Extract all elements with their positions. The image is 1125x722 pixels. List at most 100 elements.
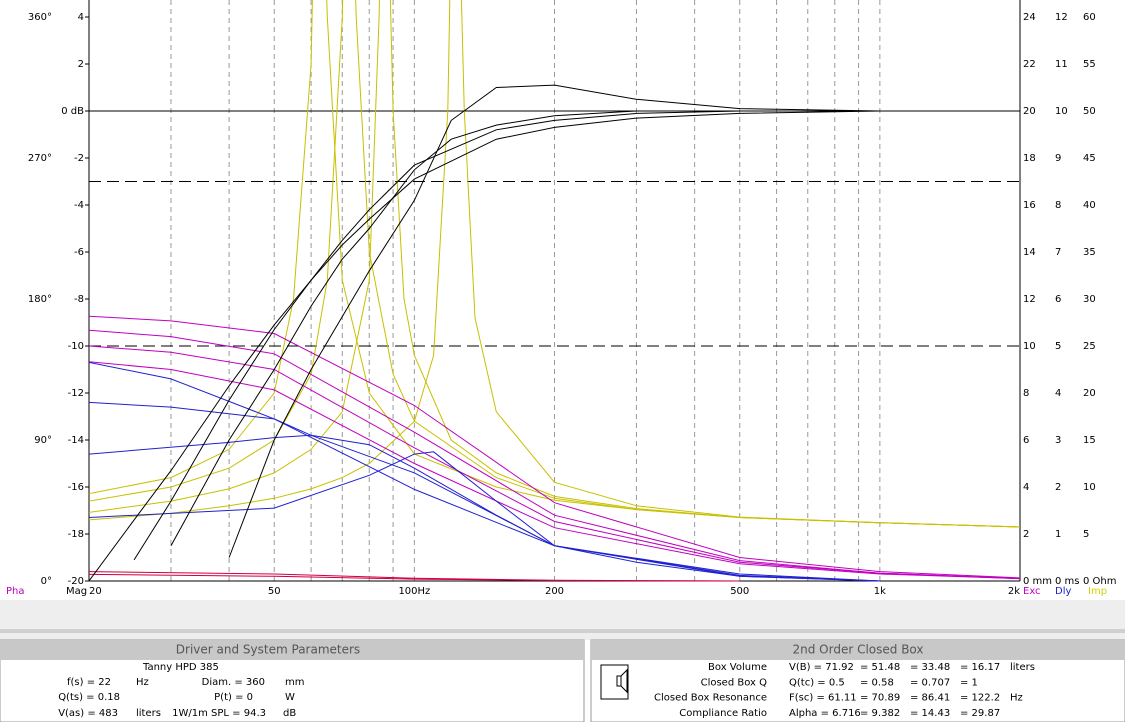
x-tick-label: 100Hz bbox=[398, 586, 430, 597]
param-value: = 51.48 bbox=[860, 662, 900, 673]
ms-tick-label: 4 bbox=[1055, 388, 1061, 399]
y-tick-label: -18 bbox=[68, 529, 84, 540]
mm-tick-label: 16 bbox=[1023, 200, 1036, 211]
x-tick-label: 200 bbox=[545, 586, 564, 597]
phase-tick-label: 180° bbox=[28, 294, 52, 305]
ohm-tick-label: 10 bbox=[1083, 482, 1096, 493]
param-value: Alpha = 6.716 bbox=[789, 708, 861, 719]
param: Q(ts) = 0.18 bbox=[58, 692, 120, 703]
mm-tick-label: 8 bbox=[1023, 388, 1029, 399]
param-label: Closed Box Q bbox=[701, 677, 768, 688]
mm-tick-label: 22 bbox=[1023, 59, 1036, 70]
mm-tick-label: 6 bbox=[1023, 435, 1029, 446]
curve bbox=[89, 315, 1020, 579]
x-tick-label: 50 bbox=[268, 586, 281, 597]
phase-tick-label: 360° bbox=[28, 12, 52, 23]
ohm-tick-label: 20 bbox=[1083, 388, 1096, 399]
y-tick-label: -14 bbox=[68, 435, 84, 446]
param-value: = 9.382 bbox=[860, 708, 900, 719]
y-tick-label: 4 bbox=[78, 12, 84, 23]
unit: mm bbox=[285, 677, 304, 688]
ms-tick-label: 10 bbox=[1055, 106, 1068, 117]
param-value: = 70.89 bbox=[860, 693, 900, 704]
y-tick-label: -4 bbox=[74, 200, 84, 211]
ohm-tick-label: 55 bbox=[1083, 59, 1096, 70]
panel-title: Driver and System Parameters bbox=[176, 643, 360, 657]
phase-tick-label: 270° bbox=[28, 153, 52, 164]
phase-tick-label: 90° bbox=[34, 435, 52, 446]
box-icon bbox=[600, 664, 629, 700]
phase-tick-label: 0° bbox=[41, 576, 52, 587]
ohm-tick-label: 50 bbox=[1083, 106, 1096, 117]
unit: Hz bbox=[136, 677, 149, 688]
driver-panel-header bbox=[0, 640, 584, 660]
curve bbox=[89, 434, 880, 582]
param-value: F(sc) = 61.11 bbox=[789, 693, 857, 704]
curve bbox=[89, 361, 1020, 580]
param: P(t) = 0 bbox=[214, 692, 253, 703]
plot: 20 50 100Hz 200 500 1k 2k 0° 90° 180° 270° 360° -20 -… bbox=[6, 0, 1117, 597]
plot-background bbox=[0, 0, 1125, 600]
param-value: = 122.2 bbox=[960, 693, 1000, 704]
param-value: = 29.87 bbox=[960, 708, 1000, 719]
param-label: Closed Box Resonance bbox=[654, 693, 767, 704]
y-tick-label: -10 bbox=[68, 341, 84, 352]
ms-tick-label: 2 bbox=[1055, 482, 1061, 493]
unit: W bbox=[285, 692, 295, 703]
param: 1W/1m SPL = 94.3 bbox=[172, 708, 266, 719]
curve bbox=[89, 451, 880, 582]
ohm-tick-label: 15 bbox=[1083, 435, 1096, 446]
param-value: = 14.43 bbox=[910, 708, 950, 719]
unit: dB bbox=[283, 708, 296, 719]
y-tick-label: -20 bbox=[68, 576, 84, 587]
mm-tick-label: 2 bbox=[1023, 529, 1029, 540]
curve bbox=[89, 0, 1020, 528]
ms-tick-label: 9 bbox=[1055, 153, 1061, 164]
curve bbox=[89, 401, 880, 582]
axis-name: Pha bbox=[6, 586, 25, 597]
mm-tick-label: 18 bbox=[1023, 153, 1036, 164]
ruler-strip bbox=[0, 629, 1125, 633]
curve bbox=[89, 361, 880, 582]
curve bbox=[133, 110, 1020, 561]
ms-tick-label: 8 bbox=[1055, 200, 1061, 211]
driver-model: Tanny HPD 385 bbox=[142, 662, 219, 673]
mm-tick-label: 12 bbox=[1023, 294, 1036, 305]
ms-tick-label: 11 bbox=[1055, 59, 1068, 70]
param-label: Box Volume bbox=[708, 662, 767, 673]
mm-tick-label: 24 bbox=[1023, 12, 1036, 23]
ms-tick-label: 3 bbox=[1055, 435, 1061, 446]
ohm-tick-label: 0 Ohm bbox=[1083, 576, 1117, 587]
axis-name: Imp bbox=[1088, 586, 1107, 597]
ms-tick-label: 12 bbox=[1055, 12, 1068, 23]
ohm-tick-label: 40 bbox=[1083, 200, 1096, 211]
ms-tick-label: 6 bbox=[1055, 294, 1061, 305]
param-value: = 16.17 bbox=[960, 662, 1000, 673]
curve bbox=[228, 84, 1020, 558]
axis-name: Dly bbox=[1055, 586, 1071, 597]
curve bbox=[89, 110, 1020, 582]
param-value: = 0.58 bbox=[860, 677, 894, 688]
ms-tick-label: 0 ms bbox=[1055, 576, 1080, 587]
ms-tick-label: 5 bbox=[1055, 341, 1061, 352]
y-tick-label: -2 bbox=[74, 153, 84, 164]
ohm-tick-label: 60 bbox=[1083, 12, 1096, 23]
y-tick-label: 2 bbox=[78, 59, 84, 70]
mm-tick-label: 20 bbox=[1023, 106, 1036, 117]
param-value: Q(tc) = 0.5 bbox=[789, 677, 845, 688]
ohm-tick-label: 5 bbox=[1083, 529, 1089, 540]
curve bbox=[89, 0, 1020, 528]
param-value: V(B) = 71.92 bbox=[789, 662, 854, 673]
param: V(as) = 483 bbox=[58, 708, 118, 719]
axis-name: Mag bbox=[66, 586, 87, 597]
curve bbox=[89, 573, 740, 582]
ms-tick-label: 7 bbox=[1055, 247, 1061, 258]
param: Diam. = 360 bbox=[202, 677, 265, 688]
ohm-tick-label: 35 bbox=[1083, 247, 1096, 258]
box-params: Box Volume V(B) = 71.92 = 51.48 = 33.48 = 16… bbox=[654, 662, 1035, 719]
param-value: Hz bbox=[1010, 693, 1023, 704]
mm-tick-label: 10 bbox=[1023, 341, 1036, 352]
curve bbox=[89, 0, 1020, 528]
param-value: = 86.41 bbox=[910, 693, 950, 704]
